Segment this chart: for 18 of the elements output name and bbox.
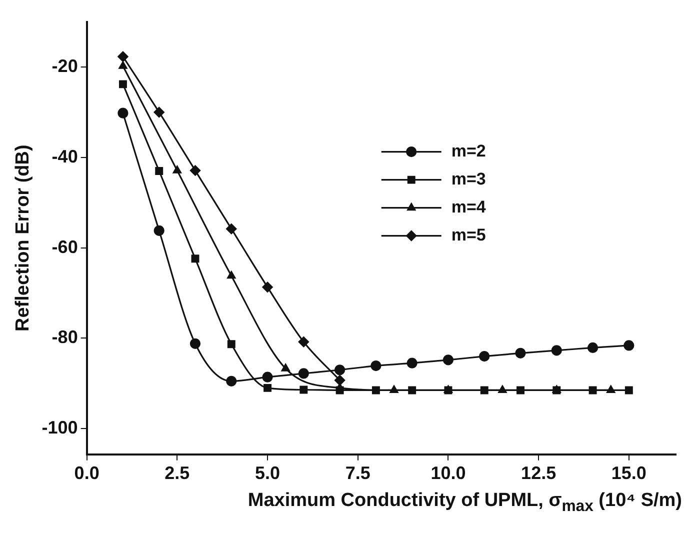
y-tick-label: -80 xyxy=(52,327,78,348)
legend-label: m=4 xyxy=(451,197,486,216)
y-tick-label: -40 xyxy=(52,146,78,166)
x-tick-label: 5.0 xyxy=(255,463,280,484)
y-tick-label: -60 xyxy=(52,236,78,257)
x-tick-label: 0.0 xyxy=(74,463,100,484)
legend-label: m=2 xyxy=(451,141,486,160)
y-tick-label: -100 xyxy=(42,418,78,438)
y-axis-title: Reflection Error (dB) xyxy=(12,144,34,332)
y-tick-label: -20 xyxy=(52,56,78,76)
x-tick-label: 12.5 xyxy=(521,463,556,484)
x-tick-label: 15.0 xyxy=(611,463,646,484)
x-axis-title: Maximum Conductivity of UPML, σ$_{max}$ (10⁴ S/m) xyxy=(246,490,682,516)
legend-label: m=3 xyxy=(451,169,486,188)
x-tick-label: 10.0 xyxy=(430,463,466,484)
x-tick-label: 7.5 xyxy=(345,463,370,484)
x-tick-label: 2.5 xyxy=(164,463,190,484)
legend-label: m=5 xyxy=(451,225,486,244)
